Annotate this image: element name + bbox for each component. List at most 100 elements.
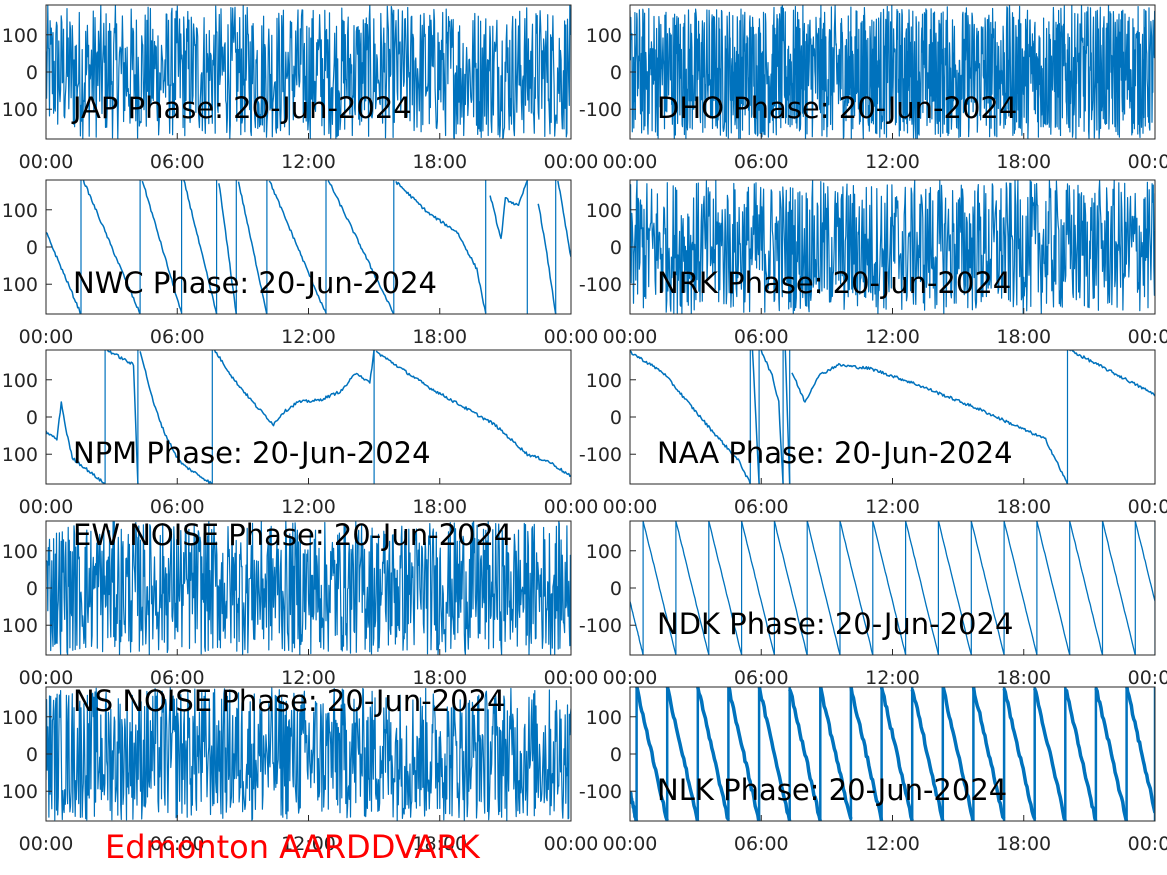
panel-nrk: 100 0 -100 00:00 06:00 12:00 18:00 00:00 NRK Pha… <box>579 179 1167 348</box>
y-tick-label: 0 <box>610 578 622 600</box>
series-line <box>557 180 571 257</box>
x-tick-label: 18:00 <box>412 151 467 173</box>
series-line <box>635 687 669 821</box>
y-tick-label: 100 <box>2 25 38 47</box>
x-tick-label: 06:00 <box>150 496 205 518</box>
series-line <box>788 688 823 821</box>
x-tick-label: 00:00 <box>1128 151 1167 173</box>
x-tick-label: 18:00 <box>996 833 1051 855</box>
series-line <box>489 180 528 240</box>
series-line <box>630 350 751 484</box>
y-tick-label: 0 <box>26 62 38 84</box>
x-tick-label: 06:00 <box>150 667 205 689</box>
y-tick-label: 100 <box>2 781 38 803</box>
series-line <box>1125 687 1155 814</box>
x-tick-label: 18:00 <box>996 496 1051 518</box>
series-line <box>46 5 571 139</box>
series-line <box>1064 688 1098 821</box>
y-tick-label: -100 <box>579 274 622 296</box>
data-lines <box>46 180 571 314</box>
series-line <box>141 180 183 313</box>
series-line <box>784 350 791 484</box>
panel-title: NAA Phase: 20-Jun-2024 <box>657 436 1013 470</box>
x-tick-label: 18:00 <box>412 833 467 855</box>
series-line <box>139 351 213 484</box>
x-tick-label: 00:00 <box>603 667 658 689</box>
series-line <box>1094 687 1129 821</box>
series-line <box>237 181 268 314</box>
series-line <box>46 231 82 314</box>
series-line <box>665 687 700 821</box>
panel-ndk: 100 0 -100 00:00 06:00 12:00 18:00 00:00 NDK Pha… <box>579 520 1167 689</box>
y-tick-label: -100 <box>579 99 622 121</box>
data-lines <box>46 687 571 821</box>
x-tick-label: 06:00 <box>734 833 789 855</box>
x-tick-label: 18:00 <box>996 326 1051 348</box>
y-tick-label: 0 <box>610 744 622 766</box>
x-tick-label: 18:00 <box>996 667 1051 689</box>
series-line <box>375 350 571 478</box>
series-line <box>727 687 761 821</box>
series-line <box>1069 521 1104 655</box>
data-lines <box>46 521 571 655</box>
panel-title: NLK Phase: 20-Jun-2024 <box>657 773 1007 807</box>
x-tick-label: 12:00 <box>865 151 920 173</box>
panel-title: NWC Phase: 20-Jun-2024 <box>73 266 437 300</box>
y-tick-label: 0 <box>610 237 622 259</box>
series-line <box>791 362 1069 484</box>
series-line <box>395 181 487 314</box>
series-line <box>46 687 571 821</box>
series-line <box>904 521 940 655</box>
y-tick-label: 0 <box>26 578 38 600</box>
y-tick-label: 100 <box>2 615 38 637</box>
x-tick-label: 06:00 <box>150 833 205 855</box>
series-line <box>806 521 841 655</box>
series-line <box>757 687 792 821</box>
panel-npm: 100 0 100 00:00 06:00 12:00 18:00 00:00 NPM Phas… <box>2 349 598 518</box>
y-tick-label: 100 <box>586 200 622 222</box>
panel-nlk: 100 0 -100 00:00 06:00 12:00 18:00 00:00 NLK Pha… <box>579 686 1167 855</box>
y-tick-label: 100 <box>2 707 38 729</box>
series-line <box>1033 688 1067 821</box>
x-tick-label: 00:00 <box>1128 496 1167 518</box>
x-tick-label: 12:00 <box>865 326 920 348</box>
y-tick-label: 0 <box>26 237 38 259</box>
series-line <box>183 180 218 314</box>
series-line <box>1069 350 1155 397</box>
x-tick-label: 06:00 <box>734 667 789 689</box>
y-tick-label: -100 <box>579 444 622 466</box>
series-line <box>1134 521 1155 602</box>
series-line <box>910 689 945 821</box>
x-tick-label: 12:00 <box>865 496 920 518</box>
y-tick-label: 100 <box>586 25 622 47</box>
series-line <box>971 687 1006 820</box>
series-line <box>675 521 710 655</box>
x-tick-label: 12:00 <box>281 833 336 855</box>
series-line <box>773 521 808 655</box>
x-tick-label: 18:00 <box>412 667 467 689</box>
x-tick-label: 00:00 <box>1128 326 1167 348</box>
x-tick-label: 00:00 <box>603 496 658 518</box>
panel-naa: 100 0 -100 00:00 06:00 12:00 18:00 00:00 NAA Pha… <box>579 349 1167 518</box>
x-tick-label: 00:00 <box>544 667 599 689</box>
x-tick-label: 00:00 <box>603 326 658 348</box>
x-tick-label: 00:00 <box>19 151 74 173</box>
y-tick-label: -100 <box>579 781 622 803</box>
series-line <box>1003 521 1038 655</box>
panel-title: NPM Phase: 20-Jun-2024 <box>73 436 431 470</box>
x-tick-label: 00:00 <box>603 151 658 173</box>
y-tick-label: -100 <box>579 615 622 637</box>
x-tick-label: 00:00 <box>19 833 74 855</box>
x-tick-label: 00:00 <box>544 326 599 348</box>
series-line <box>46 521 571 655</box>
data-lines <box>630 350 1155 484</box>
x-tick-label: 12:00 <box>865 833 920 855</box>
y-tick-label: 100 <box>586 707 622 729</box>
x-tick-label: 06:00 <box>734 326 789 348</box>
panel-jap: 100 0 100 00:00 06:00 12:00 18:00 00:00 JAP Phas… <box>2 4 598 173</box>
x-tick-label: 00:00 <box>603 833 658 855</box>
station-label: Edmonton AARDDVARK <box>105 828 480 866</box>
series-line <box>327 180 395 314</box>
y-tick-label: 100 <box>2 370 38 392</box>
